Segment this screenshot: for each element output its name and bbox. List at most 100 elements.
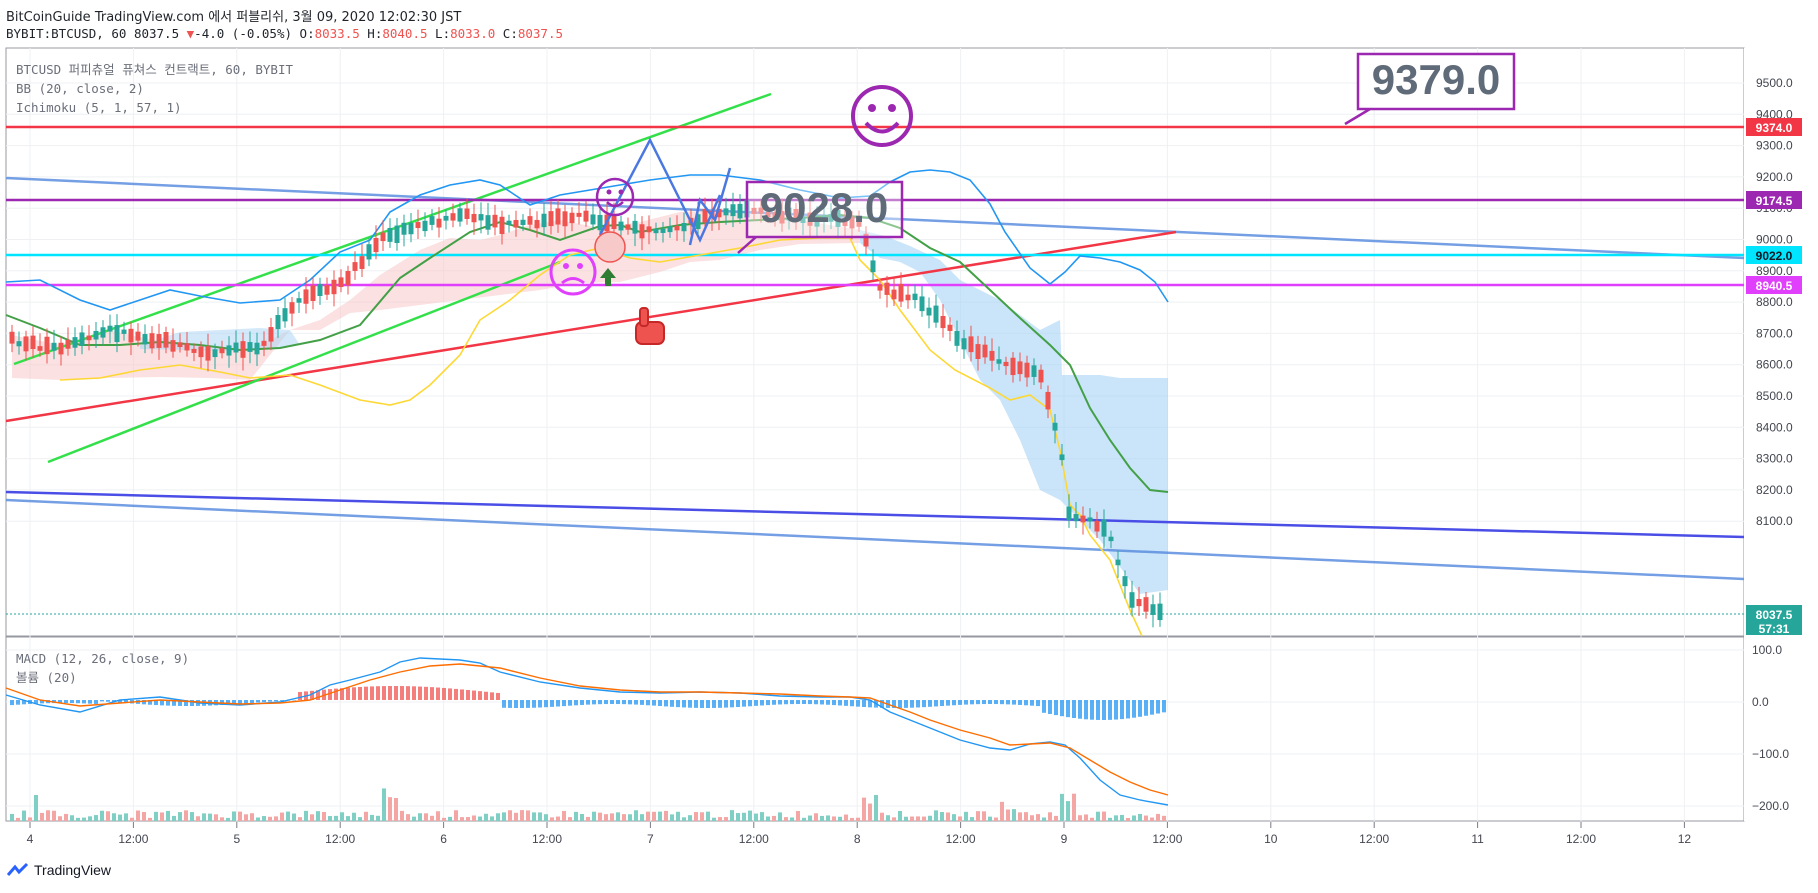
symbol[interactable]: BYBIT:BTCUSD, 60 <box>6 26 127 41</box>
macd-bar <box>904 700 908 708</box>
volume-bar <box>1006 809 1010 821</box>
volume-bar <box>550 817 554 821</box>
macd-bar <box>964 700 968 705</box>
macd-bar <box>592 700 596 705</box>
volume-bar <box>994 817 998 821</box>
macd-bar <box>970 700 974 705</box>
volume-bar <box>676 811 680 821</box>
candles <box>9 190 1163 628</box>
tag-last: 8037.557:31 <box>1746 605 1802 636</box>
candle-body <box>324 285 330 295</box>
volume-bar <box>340 812 344 821</box>
macd-bar <box>844 700 848 706</box>
volume-bar <box>1042 817 1046 821</box>
volume-bar <box>1132 815 1136 821</box>
candle-body <box>65 339 71 349</box>
volume-bar <box>982 811 986 821</box>
macd-bar <box>790 700 794 705</box>
volume-bar <box>274 816 278 821</box>
macd-bar <box>1132 700 1136 718</box>
macd-bar <box>958 700 962 705</box>
candle-body <box>345 271 351 286</box>
volume-bar <box>1036 814 1040 821</box>
macd-bar <box>364 686 368 700</box>
macd-bar <box>568 700 572 706</box>
volume-bar <box>1114 815 1118 821</box>
candle-body <box>758 207 764 214</box>
macd-bar <box>742 700 746 707</box>
volume-bar <box>238 811 242 821</box>
candle-body <box>569 212 575 224</box>
volume-bar <box>328 816 332 821</box>
volume-bar <box>1030 815 1034 821</box>
candle-body <box>240 341 246 358</box>
volume-bar <box>814 813 818 821</box>
candle-body <box>44 336 50 355</box>
volume-bar <box>790 817 794 821</box>
volume-bar <box>1126 817 1130 821</box>
volume-bar <box>712 817 716 821</box>
candle-body <box>940 315 946 329</box>
callout-9379[interactable]: 9379.0 <box>1344 52 1516 126</box>
macd-bar <box>586 700 590 705</box>
candle-body <box>576 212 582 217</box>
candle-body <box>471 213 477 223</box>
macd-bar <box>916 700 920 708</box>
callout-9028-text: 9028.0 <box>760 184 888 231</box>
macd-bar <box>748 700 752 707</box>
macd-bar <box>712 700 716 708</box>
macd-bar <box>658 700 662 707</box>
volume-bar <box>352 812 356 821</box>
macd-bar <box>70 700 74 704</box>
price-scale[interactable] <box>1744 48 1818 821</box>
volume-bar <box>268 816 272 821</box>
candle-body <box>275 315 281 330</box>
candle-body <box>1108 536 1114 542</box>
macd-bar <box>490 692 494 700</box>
macd-bar <box>574 700 578 706</box>
price-tick: 8400.0 <box>1756 420 1793 434</box>
volume-bar <box>1096 811 1100 821</box>
macd-signal <box>5 663 1169 796</box>
macd-bar <box>376 686 380 700</box>
candle-body <box>919 296 925 312</box>
macd-bar <box>730 700 734 708</box>
macd-bar <box>142 700 146 705</box>
volume-bar <box>1150 817 1154 821</box>
candle-body <box>898 283 904 302</box>
time-scale[interactable] <box>6 822 1744 856</box>
macd-bar <box>232 700 236 705</box>
macd-pane[interactable] <box>5 636 1745 822</box>
macd-bar <box>682 700 686 708</box>
volume-bar <box>886 815 890 821</box>
candle-body <box>975 344 981 360</box>
volume-bar <box>928 815 932 821</box>
macd-bar <box>166 700 170 706</box>
callout-9028[interactable]: 9028.0 <box>737 180 904 254</box>
volume-bar <box>940 812 944 821</box>
volume-bar <box>82 817 86 821</box>
candle-body <box>625 224 631 230</box>
brand-logo[interactable]: TradingView <box>6 862 111 878</box>
volume-bar <box>172 815 176 821</box>
price-tick: 8600.0 <box>1756 358 1793 372</box>
volume-bar <box>448 816 452 821</box>
candle-body <box>786 207 792 221</box>
legend-macd: MACD (12, 26, close, 9) <box>16 651 189 666</box>
candle-body <box>352 262 358 271</box>
volume-bar <box>616 812 620 821</box>
candle-body <box>807 212 813 226</box>
macd-bar <box>1156 700 1160 714</box>
candle-body <box>926 307 932 316</box>
volume-bar <box>28 817 32 821</box>
volume-bar <box>1144 815 1148 821</box>
candle-body <box>870 260 876 273</box>
macd-bar <box>502 700 506 708</box>
volume-bar <box>832 816 836 821</box>
macd-bar <box>580 700 584 705</box>
candle-body <box>793 209 799 220</box>
volume-bar <box>952 814 956 821</box>
candle-body <box>723 208 729 216</box>
candle-body <box>555 208 561 225</box>
